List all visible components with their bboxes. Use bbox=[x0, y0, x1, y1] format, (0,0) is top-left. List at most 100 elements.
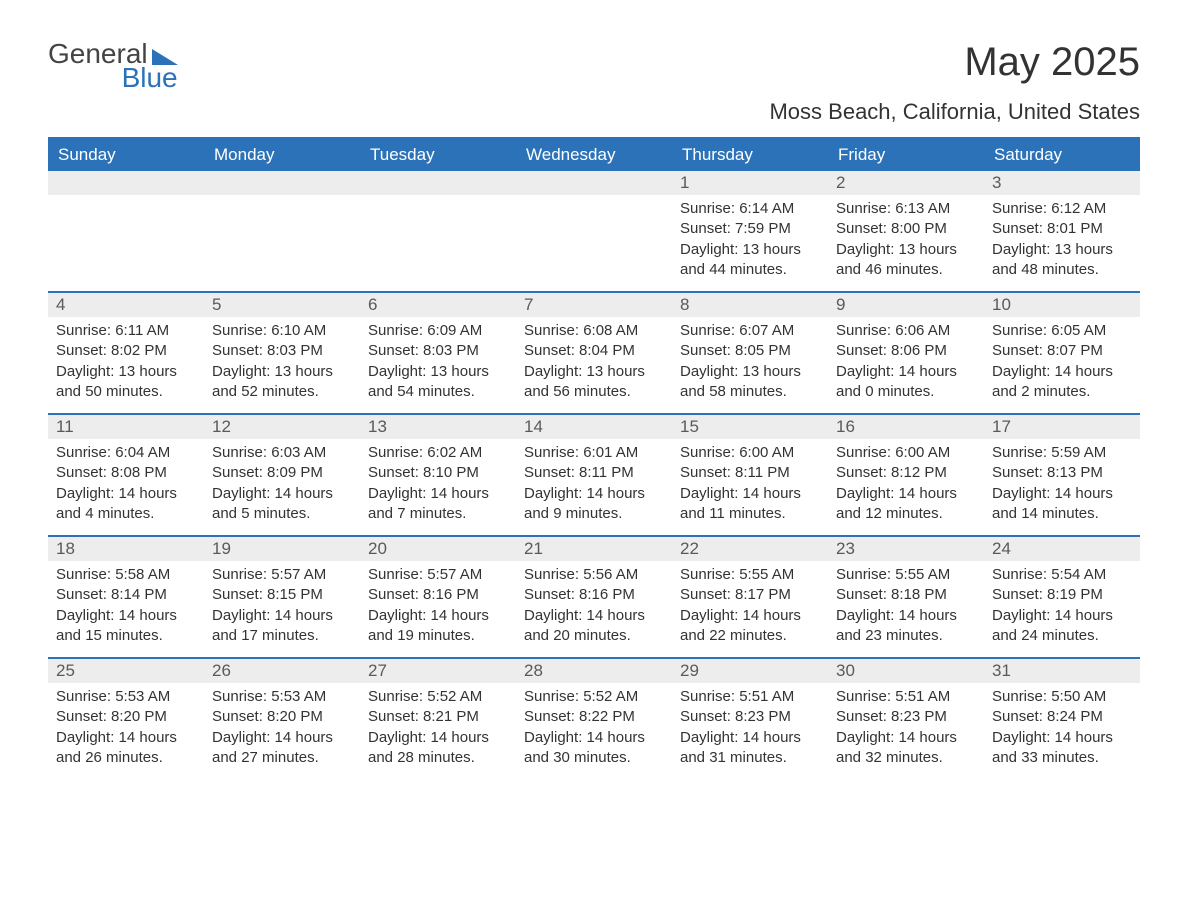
and-word: and bbox=[524, 749, 553, 766]
day-number: 19 bbox=[204, 537, 360, 561]
hours-word: hours bbox=[603, 485, 645, 502]
daylight-line-1: Daylight: 13 hours bbox=[56, 362, 196, 382]
logo-word-blue: Blue bbox=[122, 64, 178, 92]
daylight-line-2: and 12 minutes. bbox=[836, 504, 976, 524]
sunrise-label: Sunrise: bbox=[368, 322, 427, 339]
hours-word: hours bbox=[915, 485, 957, 502]
day-number: 22 bbox=[672, 537, 828, 561]
sunrise-label: Sunrise: bbox=[836, 444, 895, 461]
day-cell: 31Sunrise: 5:50 AMSunset: 8:24 PMDayligh… bbox=[984, 659, 1140, 779]
day-details: Sunrise: 6:04 AMSunset: 8:08 PMDaylight:… bbox=[48, 439, 204, 532]
sunset-value: 8:01 PM bbox=[1047, 220, 1103, 237]
and-word: and bbox=[836, 261, 865, 278]
day-cell: 13Sunrise: 6:02 AMSunset: 8:10 PMDayligh… bbox=[360, 415, 516, 535]
daylight-line-1: Daylight: 14 hours bbox=[56, 484, 196, 504]
and-word: and bbox=[680, 261, 709, 278]
sunset-label: Sunset: bbox=[680, 464, 735, 481]
minutes-word: minutes. bbox=[726, 383, 787, 400]
sunrise-value: 6:11 AM bbox=[115, 322, 169, 339]
sunset-value: 8:02 PM bbox=[111, 342, 167, 359]
sunset-label: Sunset: bbox=[680, 708, 735, 725]
day-cell bbox=[48, 171, 204, 291]
daylight-label: Daylight: bbox=[212, 363, 275, 380]
hours-word: hours bbox=[1071, 485, 1113, 502]
day-details: Sunrise: 5:55 AMSunset: 8:17 PMDaylight:… bbox=[672, 561, 828, 654]
and-word: and bbox=[368, 627, 397, 644]
day-number: 12 bbox=[204, 415, 360, 439]
day-details: Sunrise: 5:58 AMSunset: 8:14 PMDaylight:… bbox=[48, 561, 204, 654]
day-cell: 18Sunrise: 5:58 AMSunset: 8:14 PMDayligh… bbox=[48, 537, 204, 657]
daylight-line-2: and 30 minutes. bbox=[524, 748, 664, 768]
daylight-hours: 14 bbox=[119, 729, 136, 746]
sunrise-label: Sunrise: bbox=[524, 322, 583, 339]
daylight-line-1: Daylight: 14 hours bbox=[836, 728, 976, 748]
minutes-word: minutes. bbox=[1038, 749, 1099, 766]
sunset-label: Sunset: bbox=[992, 342, 1047, 359]
daylight-label: Daylight: bbox=[836, 241, 899, 258]
day-cell: 8Sunrise: 6:07 AMSunset: 8:05 PMDaylight… bbox=[672, 293, 828, 413]
day-cell: 4Sunrise: 6:11 AMSunset: 8:02 PMDaylight… bbox=[48, 293, 204, 413]
daylight-hours: 14 bbox=[431, 729, 448, 746]
daylight-line-1: Daylight: 14 hours bbox=[836, 484, 976, 504]
day-cell: 22Sunrise: 5:55 AMSunset: 8:17 PMDayligh… bbox=[672, 537, 828, 657]
day-number: 23 bbox=[828, 537, 984, 561]
sunset-label: Sunset: bbox=[992, 220, 1047, 237]
day-number: 25 bbox=[48, 659, 204, 683]
sunrise-value: 6:04 AM bbox=[115, 444, 170, 461]
sunset-label: Sunset: bbox=[992, 586, 1047, 603]
hours-word: hours bbox=[759, 485, 801, 502]
sunrise-value: 5:52 AM bbox=[427, 688, 482, 705]
sunset-line: Sunset: 8:06 PM bbox=[836, 341, 976, 361]
sunrise-line: Sunrise: 5:57 AM bbox=[212, 565, 352, 585]
day-number: 24 bbox=[984, 537, 1140, 561]
minutes-word: minutes. bbox=[102, 383, 163, 400]
daylight-line-2: and 11 minutes. bbox=[680, 504, 820, 524]
daylight-label: Daylight: bbox=[680, 485, 743, 502]
sunset-value: 8:11 PM bbox=[579, 464, 634, 481]
daylight-line-2: and 32 minutes. bbox=[836, 748, 976, 768]
daylight-hours: 13 bbox=[119, 363, 136, 380]
sunrise-line: Sunrise: 5:51 AM bbox=[680, 687, 820, 707]
sunrise-line: Sunrise: 5:59 AM bbox=[992, 443, 1132, 463]
sunset-label: Sunset: bbox=[212, 342, 267, 359]
sunset-line: Sunset: 8:07 PM bbox=[992, 341, 1132, 361]
daylight-line-1: Daylight: 14 hours bbox=[212, 606, 352, 626]
daylight-line-1: Daylight: 14 hours bbox=[212, 484, 352, 504]
daylight-line-2: and 52 minutes. bbox=[212, 382, 352, 402]
sunset-label: Sunset: bbox=[212, 464, 267, 481]
and-word: and bbox=[836, 505, 865, 522]
sunset-value: 8:21 PM bbox=[423, 708, 479, 725]
daylight-line-2: and 15 minutes. bbox=[56, 626, 196, 646]
minutes-word: minutes. bbox=[102, 627, 163, 644]
daylight-line-2: and 31 minutes. bbox=[680, 748, 820, 768]
sunset-value: 8:20 PM bbox=[267, 708, 323, 725]
sunset-label: Sunset: bbox=[836, 586, 891, 603]
sunrise-label: Sunrise: bbox=[368, 566, 427, 583]
sunset-value: 8:20 PM bbox=[111, 708, 167, 725]
sunrise-line: Sunrise: 5:57 AM bbox=[368, 565, 508, 585]
daylight-line-2: and 44 minutes. bbox=[680, 260, 820, 280]
sunrise-label: Sunrise: bbox=[680, 566, 739, 583]
daylight-hours: 14 bbox=[1055, 363, 1072, 380]
day-details: Sunrise: 5:52 AMSunset: 8:22 PMDaylight:… bbox=[516, 683, 672, 776]
sunrise-line: Sunrise: 6:03 AM bbox=[212, 443, 352, 463]
sunset-line: Sunset: 8:17 PM bbox=[680, 585, 820, 605]
sunset-value: 8:23 PM bbox=[735, 708, 791, 725]
sunset-value: 8:11 PM bbox=[735, 464, 790, 481]
daylight-minutes: 0 bbox=[865, 383, 873, 400]
daylight-label: Daylight: bbox=[992, 485, 1055, 502]
day-cell: 27Sunrise: 5:52 AMSunset: 8:21 PMDayligh… bbox=[360, 659, 516, 779]
hours-word: hours bbox=[135, 363, 177, 380]
sunrise-label: Sunrise: bbox=[56, 444, 115, 461]
sunset-line: Sunset: 8:19 PM bbox=[992, 585, 1132, 605]
and-word: and bbox=[56, 505, 85, 522]
daylight-hours: 13 bbox=[431, 363, 448, 380]
sunset-value: 8:15 PM bbox=[267, 586, 323, 603]
sunset-line: Sunset: 8:22 PM bbox=[524, 707, 664, 727]
minutes-word: minutes. bbox=[570, 383, 631, 400]
daylight-line-1: Daylight: 14 hours bbox=[992, 606, 1132, 626]
sunrise-label: Sunrise: bbox=[992, 688, 1051, 705]
daylight-minutes: 5 bbox=[241, 505, 249, 522]
day-number: 10 bbox=[984, 293, 1140, 317]
day-cell: 6Sunrise: 6:09 AMSunset: 8:03 PMDaylight… bbox=[360, 293, 516, 413]
